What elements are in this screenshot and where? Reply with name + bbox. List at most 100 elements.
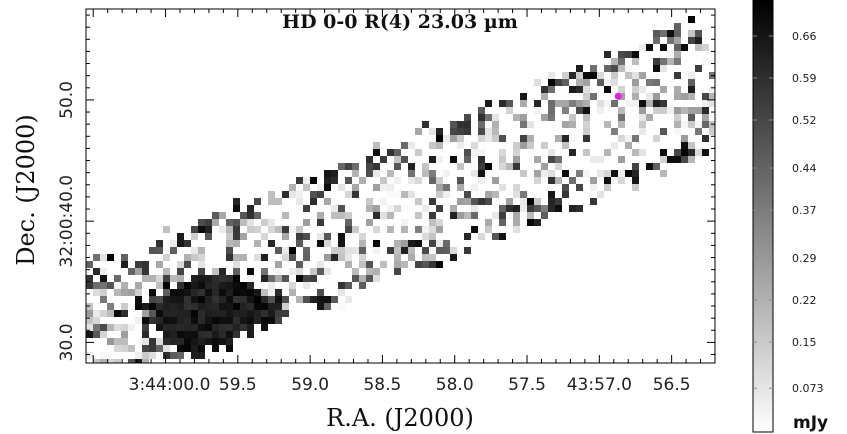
heatmap-cell bbox=[660, 44, 667, 51]
heatmap-cell bbox=[317, 296, 324, 303]
heatmap-cell bbox=[674, 156, 681, 163]
heatmap-cell bbox=[485, 128, 492, 135]
heatmap-cell bbox=[569, 114, 576, 121]
heatmap-cell bbox=[296, 268, 303, 275]
heatmap-cell bbox=[107, 282, 114, 289]
heatmap-cell bbox=[422, 254, 429, 261]
heatmap-cell bbox=[205, 219, 212, 226]
heatmap-cell bbox=[128, 324, 135, 331]
heatmap-cell bbox=[562, 170, 569, 177]
heatmap-cell bbox=[583, 135, 590, 142]
heatmap-cell bbox=[632, 86, 639, 93]
heatmap-cell bbox=[506, 205, 513, 212]
heatmap-cell bbox=[660, 30, 667, 37]
heatmap-cell bbox=[653, 58, 660, 65]
heatmap-cell bbox=[317, 184, 324, 191]
heatmap-cell bbox=[548, 86, 555, 93]
heatmap-cell bbox=[499, 135, 506, 142]
heatmap-cell bbox=[625, 72, 632, 79]
heatmap-cell bbox=[219, 296, 226, 303]
heatmap-cell bbox=[590, 93, 597, 100]
heatmap-cell bbox=[170, 324, 177, 331]
heatmap-cell bbox=[583, 114, 590, 121]
heatmap-cell bbox=[681, 44, 688, 51]
heatmap-cell bbox=[555, 163, 562, 170]
heatmap-cell bbox=[450, 254, 457, 261]
heatmap-cell bbox=[464, 233, 471, 240]
heatmap-cell bbox=[394, 254, 401, 261]
heatmap-cell bbox=[373, 142, 380, 149]
heatmap-cell bbox=[275, 289, 282, 296]
colorbar-ticks: 0.073 0.15 0.22 0.29 0.37 0.44 0.52 0.59 0.66 bbox=[753, 30, 824, 395]
heatmap-cell bbox=[436, 226, 443, 233]
heatmap-cell bbox=[114, 345, 121, 352]
heatmap-cell bbox=[198, 317, 205, 324]
heatmap-cell bbox=[198, 296, 205, 303]
heatmap-cell bbox=[135, 303, 142, 310]
heatmap-cell bbox=[289, 282, 296, 289]
heatmap-cell bbox=[646, 79, 653, 86]
heatmap-cell bbox=[191, 296, 198, 303]
heatmap-cell bbox=[212, 219, 219, 226]
heatmap-cell bbox=[618, 135, 625, 142]
heatmap-cell bbox=[296, 226, 303, 233]
heatmap-cell bbox=[303, 177, 310, 184]
heatmap-cell bbox=[177, 296, 184, 303]
heatmap-cell bbox=[310, 240, 317, 247]
heatmap-cell bbox=[303, 247, 310, 254]
heatmap-cell bbox=[401, 261, 408, 268]
heatmap-cell bbox=[128, 289, 135, 296]
heatmap-cell bbox=[688, 156, 695, 163]
heatmap-cell bbox=[548, 72, 555, 79]
heatmap-cell bbox=[513, 156, 520, 163]
heatmap-cell bbox=[499, 212, 506, 219]
heatmap-cell bbox=[86, 324, 93, 331]
heatmap-cell bbox=[303, 296, 310, 303]
heatmap-cell bbox=[632, 51, 639, 58]
heatmap-cell bbox=[100, 310, 107, 317]
heatmap-cell bbox=[205, 338, 212, 345]
heatmap-cell bbox=[331, 212, 338, 219]
heatmap-cell bbox=[485, 114, 492, 121]
heatmap-cell bbox=[254, 310, 261, 317]
heatmap-cell bbox=[303, 275, 310, 282]
heatmap-cell bbox=[527, 142, 534, 149]
heatmap-cell bbox=[338, 163, 345, 170]
heatmap-cell bbox=[373, 226, 380, 233]
heatmap-cell bbox=[226, 324, 233, 331]
heatmap-cell bbox=[289, 289, 296, 296]
heatmap-cell bbox=[205, 226, 212, 233]
heatmap-cell bbox=[338, 205, 345, 212]
heatmap-cell bbox=[625, 65, 632, 72]
heatmap-cell bbox=[317, 261, 324, 268]
heatmap-cell bbox=[198, 254, 205, 261]
heatmap-cell bbox=[457, 128, 464, 135]
heatmap-cell bbox=[233, 303, 240, 310]
x-tick-label: 57.5 bbox=[508, 375, 546, 395]
heatmap-cell bbox=[212, 317, 219, 324]
heatmap-cell bbox=[380, 156, 387, 163]
heatmap-cell bbox=[702, 135, 709, 142]
heatmap-cell bbox=[520, 142, 527, 149]
heatmap-cell bbox=[198, 345, 205, 352]
heatmap-cell bbox=[163, 275, 170, 282]
heatmap-cell bbox=[212, 324, 219, 331]
heatmap-cell bbox=[191, 331, 198, 338]
heatmap-cell bbox=[408, 247, 415, 254]
heatmap-cell bbox=[149, 352, 156, 359]
heatmap-cell bbox=[639, 149, 646, 156]
heatmap-cell bbox=[198, 261, 205, 268]
heatmap-cell bbox=[212, 212, 219, 219]
heatmap-cell bbox=[338, 233, 345, 240]
heatmap-cell bbox=[478, 198, 485, 205]
heatmap-cell bbox=[163, 317, 170, 324]
heatmap-cell bbox=[632, 184, 639, 191]
heatmap-cell bbox=[422, 170, 429, 177]
heatmap-cell bbox=[492, 177, 499, 184]
heatmap-cell bbox=[373, 184, 380, 191]
heatmap-cell bbox=[471, 205, 478, 212]
heatmap-cell bbox=[611, 100, 618, 107]
heatmap-cell bbox=[268, 310, 275, 317]
heatmap-cell bbox=[156, 240, 163, 247]
heatmap-cell bbox=[548, 177, 555, 184]
